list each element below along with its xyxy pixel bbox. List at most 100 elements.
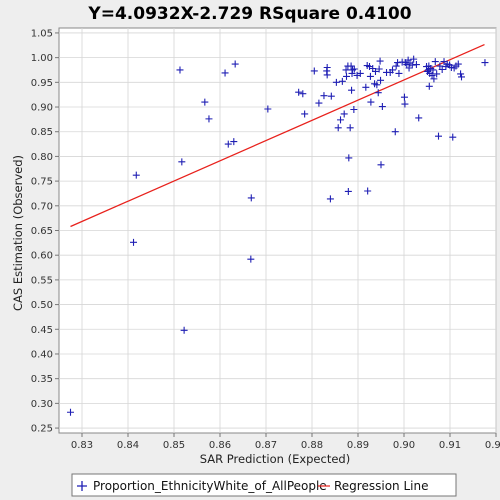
y-tick-label: 0.60 xyxy=(31,251,53,262)
y-tick-label: 0.65 xyxy=(31,226,53,237)
data-point xyxy=(457,70,465,78)
data-point xyxy=(350,105,358,113)
data-point xyxy=(327,92,335,100)
x-tick-label: 0.92 xyxy=(485,440,500,451)
y-tick-label: 0.90 xyxy=(31,103,53,114)
data-point xyxy=(342,66,350,74)
data-point xyxy=(429,66,437,74)
data-point xyxy=(389,66,396,74)
data-point xyxy=(201,98,209,106)
legend-plus-glyph xyxy=(77,481,87,491)
data-point xyxy=(230,138,238,146)
y-axis-label: CAS Estimation (Observed) xyxy=(11,155,25,311)
data-point xyxy=(392,62,400,70)
data-point xyxy=(301,110,309,118)
data-point xyxy=(323,71,331,79)
data-point xyxy=(176,66,184,74)
data-point xyxy=(449,133,457,141)
y-tick-label: 0.30 xyxy=(31,399,53,410)
data-point xyxy=(366,72,374,80)
regression-line xyxy=(70,43,485,228)
x-tick-label: 0.83 xyxy=(71,440,93,451)
legend-plus-marker-icon xyxy=(77,481,87,491)
data-point xyxy=(364,187,372,195)
data-point xyxy=(433,70,441,78)
data-point xyxy=(425,82,433,90)
data-point xyxy=(454,60,462,68)
y-tick-label: 0.95 xyxy=(31,78,53,89)
data-point xyxy=(371,67,379,75)
data-point xyxy=(391,128,399,136)
data-point xyxy=(356,69,364,77)
y-tick-label: 0.50 xyxy=(31,300,53,311)
y-tick-label: 0.75 xyxy=(31,177,53,188)
y-tick-label: 0.55 xyxy=(31,275,53,286)
data-point xyxy=(410,55,418,63)
y-tick-label: 0.70 xyxy=(31,201,53,212)
data-point xyxy=(224,140,232,148)
data-point xyxy=(412,61,420,69)
data-point xyxy=(377,76,385,84)
data-point xyxy=(334,124,342,132)
x-tick-label: 0.90 xyxy=(393,440,415,451)
data-point xyxy=(344,187,352,195)
data-point xyxy=(438,65,446,73)
data-point xyxy=(315,99,323,107)
data-point xyxy=(67,408,74,416)
data-point xyxy=(347,62,355,70)
data-point xyxy=(430,75,438,83)
data-point xyxy=(231,60,239,68)
y-tick-label: 0.40 xyxy=(31,349,53,360)
x-tick-label: 0.86 xyxy=(209,440,231,451)
data-point xyxy=(264,105,272,113)
data-point xyxy=(350,65,358,73)
data-point xyxy=(310,67,318,75)
data-point xyxy=(435,132,442,140)
data-point xyxy=(247,255,255,263)
x-tick-label: 0.91 xyxy=(439,440,461,451)
x-axis-label: SAR Prediction (Expected) xyxy=(200,452,350,466)
legend-box xyxy=(71,473,457,497)
data-point xyxy=(401,100,409,108)
legend-series-label: Proportion_EthnicityWhite_of_AllPeople xyxy=(93,479,327,493)
regression-layer xyxy=(70,43,485,228)
y-tick-label: 0.80 xyxy=(31,152,53,163)
scatter-points xyxy=(67,55,489,416)
data-point xyxy=(130,238,138,246)
data-point xyxy=(345,154,353,162)
y-tick-label: 1.05 xyxy=(31,28,53,39)
data-point xyxy=(343,72,350,80)
x-tick-label: 0.89 xyxy=(347,440,369,451)
data-point xyxy=(205,115,213,123)
data-point xyxy=(221,69,229,77)
data-point xyxy=(299,90,307,98)
data-point xyxy=(247,194,255,202)
data-point xyxy=(376,57,384,65)
y-tick-label: 0.45 xyxy=(31,325,53,336)
x-tick-label: 0.87 xyxy=(255,440,277,451)
data-point xyxy=(373,81,381,89)
data-point xyxy=(320,92,328,100)
y-tick-label: 0.25 xyxy=(31,424,53,435)
y-tick-label: 1.00 xyxy=(31,53,53,64)
chart-title: Y=4.0932X-2.729 RSquare 0.4100 xyxy=(87,4,411,24)
data-point xyxy=(367,98,375,106)
data-point xyxy=(348,86,356,94)
x-tick-label: 0.85 xyxy=(163,440,185,451)
data-point xyxy=(405,64,413,72)
data-point xyxy=(338,77,346,85)
data-point xyxy=(295,88,303,96)
x-tick-label: 0.84 xyxy=(117,440,139,451)
legend-regression-label: Regression Line xyxy=(334,479,428,493)
data-point xyxy=(178,158,186,166)
data-point xyxy=(180,326,188,334)
data-point xyxy=(375,65,383,73)
data-point xyxy=(415,114,423,122)
data-point xyxy=(346,124,354,132)
data-point xyxy=(326,195,334,203)
data-point xyxy=(337,116,345,124)
y-tick-label: 0.85 xyxy=(31,127,53,138)
y-tick-label: 0.35 xyxy=(31,374,53,385)
